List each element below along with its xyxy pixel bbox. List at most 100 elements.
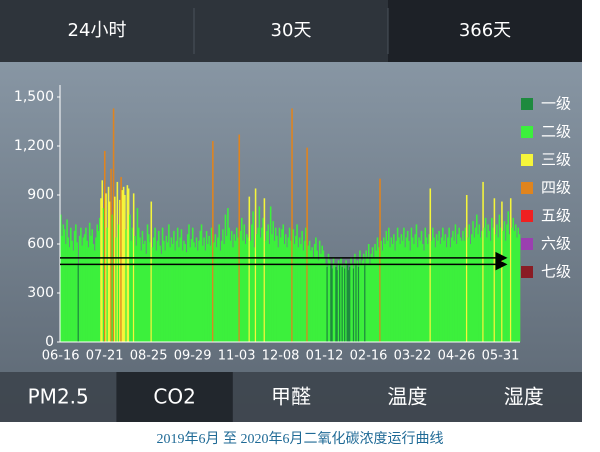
- bar: [195, 237, 198, 342]
- bar: [460, 240, 463, 342]
- bar: [176, 227, 179, 342]
- bottom-tab[interactable]: PM2.5: [28, 385, 89, 409]
- bar: [341, 266, 344, 342]
- bar: [86, 240, 88, 342]
- bar: [253, 247, 256, 342]
- background: [0, 0, 582, 422]
- top-tab[interactable]: 24小时: [68, 20, 127, 41]
- bar: [238, 134, 241, 342]
- bar: [234, 240, 237, 342]
- bar: [367, 244, 370, 342]
- bar: [454, 224, 457, 342]
- bar: [318, 240, 321, 342]
- bar: [472, 221, 474, 342]
- bar: [357, 266, 360, 342]
- bar: [105, 193, 107, 342]
- bar: [229, 240, 232, 342]
- bar: [278, 227, 281, 342]
- bar: [350, 257, 352, 342]
- y-tick-label: 900: [27, 187, 54, 203]
- bar: [452, 230, 454, 342]
- bar: [282, 224, 285, 342]
- bar: [209, 245, 212, 342]
- bar: [328, 260, 331, 342]
- bar: [458, 227, 460, 342]
- bar: [90, 235, 92, 342]
- bar: [438, 230, 440, 342]
- bar: [399, 244, 401, 342]
- bar: [351, 263, 354, 342]
- bar: [185, 252, 188, 342]
- bottom-tab[interactable]: 甲醛: [271, 385, 311, 409]
- bar: [482, 181, 484, 342]
- bar: [95, 237, 97, 342]
- bar: [481, 230, 483, 342]
- bottom-tab[interactable]: 湿度: [504, 385, 544, 409]
- bar: [396, 227, 399, 342]
- bar: [425, 237, 428, 342]
- bar: [406, 230, 409, 342]
- x-tick-label: 11-03: [218, 349, 256, 364]
- bar: [142, 244, 145, 342]
- x-tick-label: 12-08: [262, 349, 300, 364]
- bar: [502, 230, 504, 342]
- bar: [210, 227, 213, 342]
- bar: [60, 214, 62, 342]
- bar: [227, 208, 229, 342]
- top-tab[interactable]: 30天: [271, 20, 312, 41]
- bar: [448, 227, 450, 342]
- bar: [411, 237, 414, 342]
- bar: [504, 240, 507, 342]
- bar: [464, 227, 467, 342]
- bar: [111, 214, 114, 342]
- bar: [240, 217, 243, 342]
- bar: [389, 247, 391, 342]
- bar: [72, 250, 75, 342]
- bar: [144, 240, 146, 342]
- bar: [486, 237, 488, 342]
- bar: [305, 227, 307, 342]
- y-tick-label: 1,500: [14, 89, 54, 105]
- bar: [179, 237, 181, 342]
- bar: [429, 188, 432, 342]
- bottom-bar: [0, 372, 582, 422]
- top-tab[interactable]: 366天: [459, 20, 511, 41]
- bar: [103, 150, 106, 342]
- bar: [196, 250, 199, 342]
- bar: [413, 244, 415, 342]
- bar: [175, 240, 178, 342]
- bar: [198, 240, 200, 342]
- bar: [212, 141, 214, 342]
- bar: [127, 188, 130, 342]
- bar: [194, 247, 197, 342]
- bar: [256, 234, 258, 342]
- bar: [298, 237, 301, 342]
- bottom-tab[interactable]: CO2: [153, 385, 195, 409]
- bar: [203, 237, 205, 342]
- bar: [78, 235, 81, 342]
- bar: [514, 224, 517, 342]
- bar: [65, 244, 67, 342]
- bar: [492, 227, 494, 342]
- bar: [180, 229, 183, 342]
- bar: [511, 227, 513, 342]
- bar: [266, 230, 268, 342]
- bar: [83, 234, 86, 342]
- bar: [465, 195, 468, 342]
- bar: [405, 237, 408, 342]
- bar: [320, 253, 322, 342]
- bar: [232, 247, 234, 342]
- y-tick-label: 1,200: [14, 138, 54, 154]
- bar: [297, 247, 300, 342]
- bar: [379, 178, 381, 342]
- bar: [199, 230, 202, 342]
- legend-swatch: [521, 210, 533, 222]
- legend-swatch: [521, 98, 533, 110]
- bar: [385, 230, 388, 342]
- bar: [330, 265, 332, 342]
- bottom-tab[interactable]: 温度: [387, 385, 427, 409]
- bar: [222, 229, 224, 342]
- bar: [139, 237, 141, 342]
- bar: [109, 201, 111, 342]
- bar: [432, 227, 434, 342]
